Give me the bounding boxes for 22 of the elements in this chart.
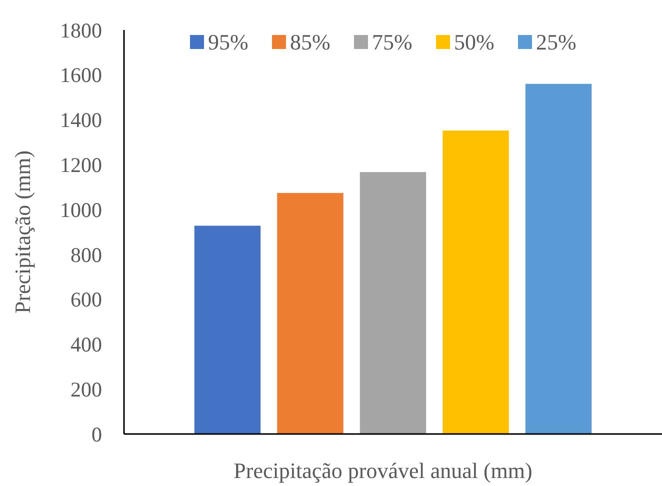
y-tick-label: 1600 xyxy=(60,63,102,88)
bar xyxy=(525,84,592,434)
bar xyxy=(194,226,261,434)
y-tick-label: 1200 xyxy=(60,153,102,178)
y-tick-label: 200 xyxy=(70,377,102,402)
legend-label: 95% xyxy=(208,30,248,55)
y-tick-label: 1400 xyxy=(60,108,102,132)
legend-label: 75% xyxy=(372,30,412,55)
y-tick-label: 600 xyxy=(70,288,102,312)
legend-label: 50% xyxy=(454,30,494,55)
bar xyxy=(277,192,344,434)
y-tick-label: 0 xyxy=(92,422,102,446)
y-tick-label: 800 xyxy=(70,242,102,267)
y-tick-label: 1000 xyxy=(60,198,102,222)
y-tick-label: 1800 xyxy=(60,18,102,42)
bar xyxy=(442,130,509,434)
legend-label: 25% xyxy=(536,30,576,55)
bar xyxy=(360,172,426,434)
y-axis-title: Precipitação (mm) xyxy=(10,150,35,314)
y-tick-label: 400 xyxy=(70,332,102,357)
x-axis-title: Precipitação provável anual (mm) xyxy=(234,458,532,483)
legend-label: 85% xyxy=(290,30,330,55)
